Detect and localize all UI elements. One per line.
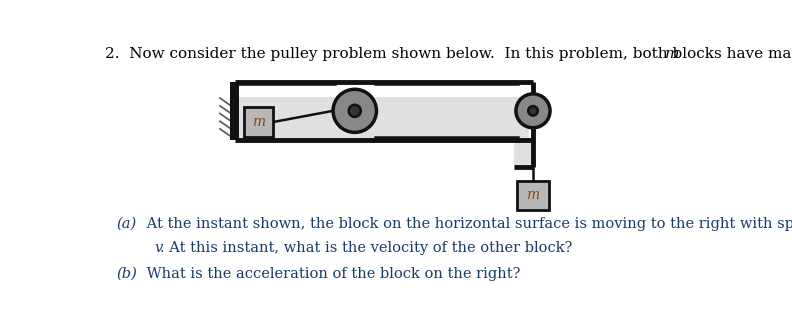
- Bar: [244, 107, 273, 137]
- Text: v: v: [154, 241, 162, 255]
- Bar: [514, 140, 533, 167]
- Text: m: m: [252, 115, 265, 129]
- Text: m: m: [527, 188, 539, 202]
- Text: . At this instant, what is the velocity of the other block?: . At this instant, what is the velocity …: [160, 241, 573, 255]
- Text: What is the acceleration of the block on the right?: What is the acceleration of the block on…: [142, 267, 520, 281]
- Circle shape: [528, 106, 538, 116]
- Circle shape: [333, 89, 376, 132]
- Bar: [230, 82, 239, 140]
- Text: 2.  Now consider the pulley problem shown below.  In this problem, both blocks h: 2. Now consider the pulley problem shown…: [105, 47, 792, 61]
- Text: At the instant shown, the block on the horizontal surface is moving to the right: At the instant shown, the block on the h…: [142, 217, 792, 231]
- Circle shape: [516, 94, 550, 128]
- Text: (a): (a): [116, 217, 136, 231]
- Text: m: m: [664, 47, 680, 61]
- Bar: [234, 97, 529, 140]
- Bar: [516, 181, 550, 210]
- Circle shape: [348, 105, 361, 117]
- Text: (b): (b): [116, 267, 137, 281]
